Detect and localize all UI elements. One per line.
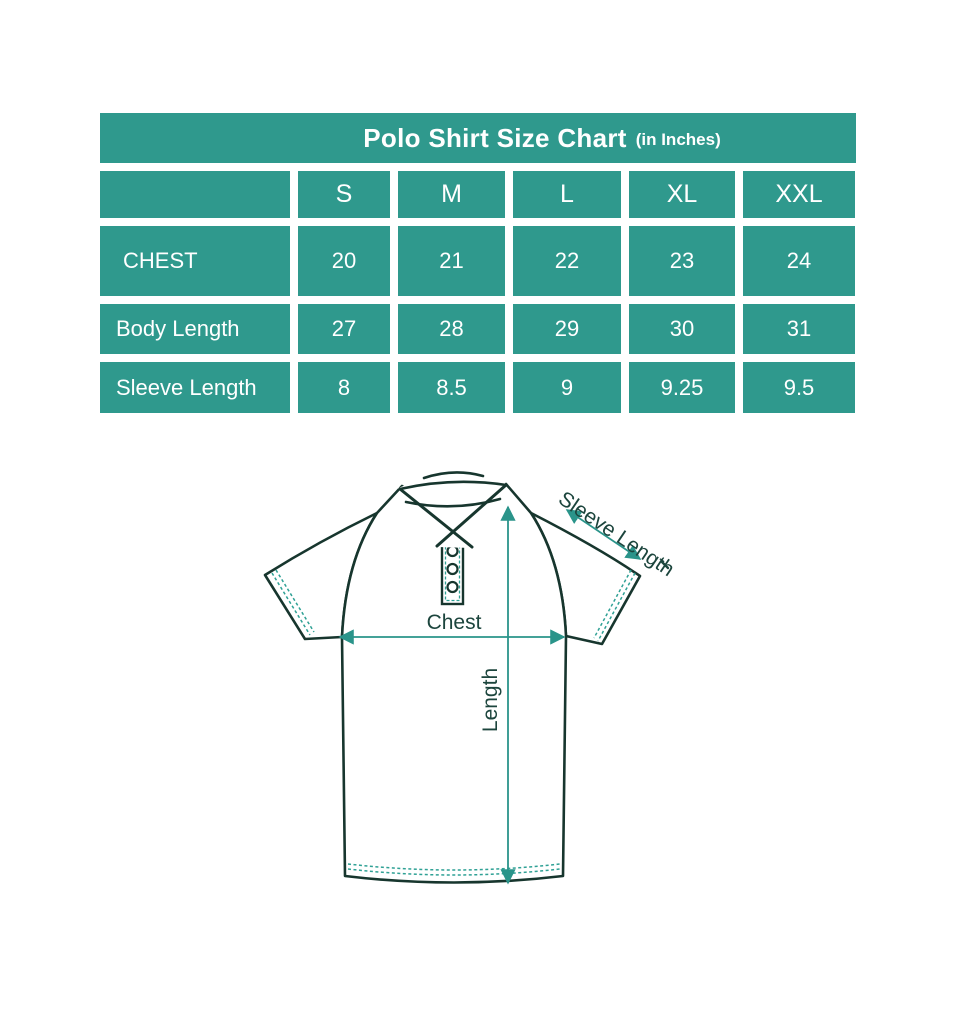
header-cell-xl: XL bbox=[629, 171, 735, 218]
body-length-value-s: 27 bbox=[298, 304, 390, 354]
body-length-value-xxl: 31 bbox=[743, 304, 855, 354]
sleeve-length-value-m: 8.5 bbox=[398, 362, 505, 413]
stray-tick-mark bbox=[660, 560, 670, 570]
header-blank-cell bbox=[100, 171, 290, 218]
row-label-body-length: Body Length bbox=[100, 304, 290, 354]
sleeve-length-arrow bbox=[565, 509, 642, 560]
sleeve-length-value-l: 9 bbox=[513, 362, 621, 413]
sleeve-length-value-xl: 9.25 bbox=[629, 362, 735, 413]
header-cell-m: M bbox=[398, 171, 505, 218]
button-middle bbox=[446, 562, 459, 576]
length-label: Length bbox=[479, 668, 502, 732]
header-cell-s: S bbox=[298, 171, 390, 218]
table-title: Polo Shirt Size Chart bbox=[363, 122, 627, 153]
size-chart-table: Polo Shirt Size Chart (in Inches) S M L … bbox=[100, 113, 856, 413]
body-length-value-l: 29 bbox=[513, 304, 621, 354]
sleeve-length-value-s: 8 bbox=[298, 362, 390, 413]
body-length-value-m: 28 bbox=[398, 304, 505, 354]
table-title-units: (in Inches) bbox=[635, 130, 721, 149]
table-row-chest: CHEST 20 21 22 23 24 bbox=[100, 226, 856, 296]
collar-band-line bbox=[404, 497, 502, 508]
chest-value-xl: 23 bbox=[629, 226, 735, 296]
button-bottom bbox=[446, 580, 459, 594]
size-header-row: S M L XL XXL bbox=[100, 171, 856, 218]
collar-right-flap bbox=[435, 483, 508, 548]
collar-top-edge bbox=[398, 480, 508, 491]
table-title-cell: Polo Shirt Size Chart (in Inches) bbox=[100, 113, 856, 163]
chest-label: Chest bbox=[427, 611, 482, 634]
hem-stitching bbox=[347, 863, 561, 876]
table-row-body-length: Body Length 27 28 29 30 31 bbox=[100, 304, 856, 354]
body-length-value-xl: 30 bbox=[629, 304, 735, 354]
polo-shirt-measurement-diagram: Chest Length Sleeve Length bbox=[263, 471, 678, 885]
chest-value-m: 21 bbox=[398, 226, 505, 296]
row-label-sleeve-length: Sleeve Length bbox=[100, 362, 290, 413]
collar-back-edge bbox=[422, 471, 485, 480]
chest-value-s: 20 bbox=[298, 226, 390, 296]
collar-left-flap bbox=[398, 487, 474, 549]
header-cell-l: L bbox=[513, 171, 621, 218]
header-cell-xxl: XXL bbox=[743, 171, 855, 218]
chest-value-xxl: 24 bbox=[743, 226, 855, 296]
left-cuff-stitching bbox=[271, 569, 315, 636]
table-title-row: Polo Shirt Size Chart (in Inches) bbox=[100, 113, 856, 163]
right-cuff-stitching bbox=[593, 569, 636, 642]
chest-value-l: 22 bbox=[513, 226, 621, 296]
row-label-chest: CHEST bbox=[100, 226, 290, 296]
table-row-sleeve-length: Sleeve Length 8 8.5 9 9.25 9.5 bbox=[100, 362, 856, 413]
collar-fill bbox=[398, 475, 507, 548]
sleeve-length-value-xxl: 9.5 bbox=[743, 362, 855, 413]
